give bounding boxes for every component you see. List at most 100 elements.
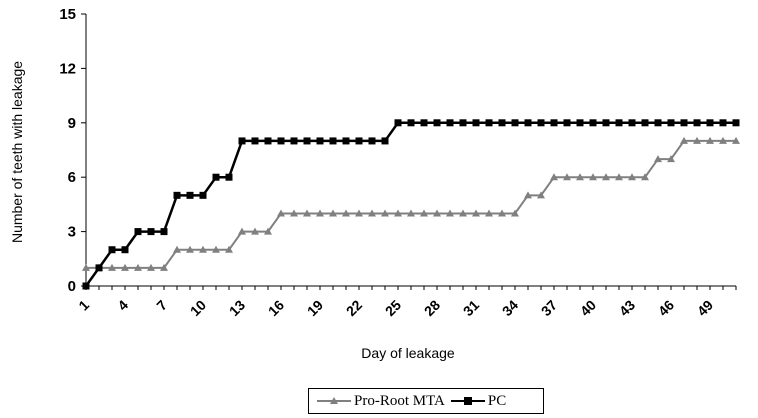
legend: Pro-Root MTA PC <box>308 388 544 414</box>
data-point <box>732 119 740 127</box>
data-point <box>524 191 532 199</box>
series-pc <box>82 119 740 290</box>
data-point <box>225 173 233 181</box>
x-tick-label: 40 <box>577 297 599 319</box>
data-point <box>459 119 467 127</box>
x-tick-label: 13 <box>226 297 248 319</box>
data-point <box>108 263 116 271</box>
data-point <box>641 173 649 181</box>
data-point <box>212 245 220 253</box>
data-point <box>147 263 155 271</box>
x-axis-ticks: 1 4 7 10 13 16 19 22 25 28 31 34 37 40 43 46 49 <box>75 286 737 319</box>
data-point <box>472 119 480 127</box>
data-point <box>342 209 350 217</box>
y-tick-label: 12 <box>59 60 76 77</box>
data-point <box>420 209 428 217</box>
data-point <box>160 228 168 236</box>
data-point <box>173 191 181 199</box>
legend-item-mta: Pro-Root MTA <box>317 393 445 410</box>
x-tick-label: 4 <box>114 297 131 314</box>
data-point <box>355 209 363 217</box>
data-point <box>563 119 571 127</box>
x-tick-label: 16 <box>265 297 287 319</box>
data-point <box>680 136 688 144</box>
x-axis-title: Day of leakage <box>361 345 455 361</box>
x-tick-label: 37 <box>538 297 560 319</box>
data-point <box>186 191 194 199</box>
x-tick-label: 7 <box>153 297 170 314</box>
legend-item-pc: PC <box>450 393 506 410</box>
series-pro-root-mta <box>82 136 740 271</box>
x-tick-label: 34 <box>499 297 521 319</box>
data-point <box>329 137 337 145</box>
x-tick-label: 31 <box>460 297 482 319</box>
y-axis-title: Number of teeth with leakage <box>9 61 25 243</box>
data-point <box>264 227 272 235</box>
data-point <box>537 119 545 127</box>
data-point <box>225 245 233 253</box>
data-point <box>654 155 662 163</box>
data-point <box>394 209 402 217</box>
data-point <box>121 246 129 254</box>
data-point <box>238 227 246 235</box>
data-point <box>732 136 740 144</box>
data-point <box>212 173 220 181</box>
data-point <box>628 119 636 127</box>
y-tick-label: 0 <box>68 278 76 295</box>
data-point <box>446 209 454 217</box>
x-tick-label: 46 <box>655 297 677 319</box>
data-point <box>316 209 324 217</box>
data-point <box>485 119 493 127</box>
data-point <box>498 209 506 217</box>
y-tick-label: 15 <box>59 6 76 23</box>
data-point <box>511 119 519 127</box>
series-line <box>86 139 736 269</box>
data-point <box>199 191 207 199</box>
data-point <box>394 119 402 127</box>
data-point <box>134 228 142 236</box>
data-point <box>433 119 441 127</box>
data-point <box>368 137 376 145</box>
x-tick-label: 10 <box>187 297 209 319</box>
data-point <box>160 263 168 271</box>
data-point <box>589 119 597 127</box>
data-point <box>251 227 259 235</box>
data-point <box>329 209 337 217</box>
data-point <box>524 119 532 127</box>
data-point <box>82 282 90 290</box>
data-point <box>147 228 155 236</box>
y-tick-label: 6 <box>68 169 76 186</box>
data-point <box>576 119 584 127</box>
data-point <box>485 209 493 217</box>
data-point <box>667 155 675 163</box>
data-point <box>108 246 116 254</box>
data-point <box>173 245 181 253</box>
data-point <box>550 119 558 127</box>
data-point <box>355 137 363 145</box>
data-point <box>615 173 623 181</box>
data-point <box>719 119 727 127</box>
data-point <box>667 119 675 127</box>
data-point <box>446 119 454 127</box>
data-point <box>511 209 519 217</box>
data-point <box>303 209 311 217</box>
data-point <box>680 119 688 127</box>
x-tick-label: 25 <box>382 297 404 319</box>
data-point <box>264 137 272 145</box>
y-tick-label: 3 <box>68 224 76 241</box>
x-tick-label: 22 <box>343 297 365 319</box>
legend-swatch-pc <box>450 397 485 405</box>
series-line <box>84 121 736 287</box>
data-point <box>589 173 597 181</box>
legend-swatch-mta <box>317 397 351 404</box>
x-tick-label: 43 <box>616 297 638 319</box>
data-point <box>550 173 558 181</box>
series-layer <box>82 119 740 290</box>
data-point <box>654 119 662 127</box>
data-point <box>563 173 571 181</box>
data-point <box>615 119 623 127</box>
data-point <box>706 136 714 144</box>
data-point <box>706 119 714 127</box>
x-tick-label: 28 <box>421 297 443 319</box>
